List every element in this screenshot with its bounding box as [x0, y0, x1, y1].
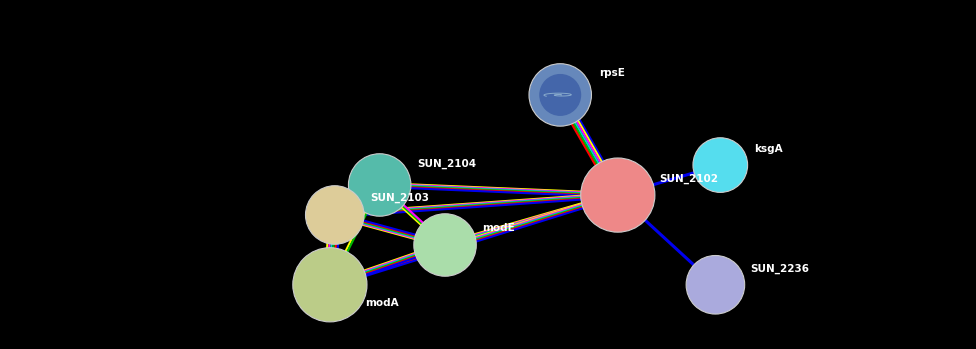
Ellipse shape [414, 214, 476, 276]
Ellipse shape [348, 154, 411, 216]
Ellipse shape [305, 186, 364, 244]
Text: rpsE: rpsE [599, 68, 626, 78]
Text: SUN_2104: SUN_2104 [417, 159, 476, 169]
Ellipse shape [581, 158, 655, 232]
Text: SUN_2102: SUN_2102 [659, 173, 717, 184]
Text: modE: modE [482, 223, 515, 233]
Text: ksgA: ksgA [754, 144, 783, 154]
Text: SUN_2236: SUN_2236 [751, 263, 809, 274]
Text: SUN_2103: SUN_2103 [370, 193, 428, 203]
Ellipse shape [293, 248, 367, 322]
Ellipse shape [529, 64, 591, 126]
Ellipse shape [686, 255, 745, 314]
Ellipse shape [540, 75, 581, 115]
Text: modA: modA [365, 298, 398, 308]
Ellipse shape [693, 138, 748, 192]
